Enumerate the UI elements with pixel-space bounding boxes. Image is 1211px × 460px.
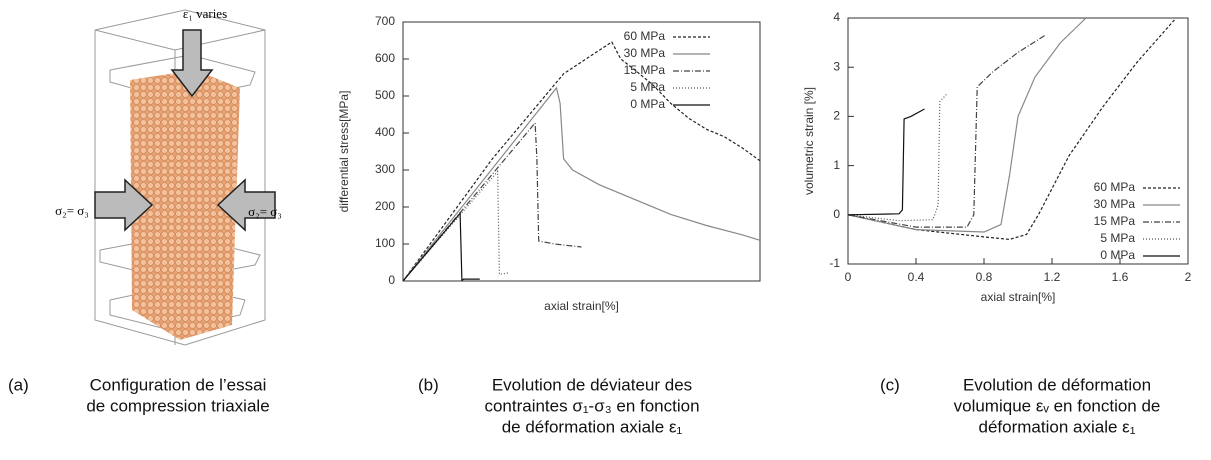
series-line <box>403 123 582 281</box>
legend-label: 30 MPa <box>1094 197 1136 211</box>
x-tick-label: 0.8 <box>976 270 993 284</box>
caption: Evolution de déviateur des <box>492 375 692 394</box>
x-axis-label: axial strain[%] <box>544 299 619 313</box>
caption: déformation axiale ε₁ <box>979 417 1136 436</box>
figure: ε₁ varies σ₂= σ₃ σ₂= σ₃ (a) Configuratio… <box>0 0 1211 455</box>
y-tick-label: 300 <box>375 162 395 176</box>
series-line <box>848 94 947 220</box>
caption-label: (c) <box>880 375 900 394</box>
caption: contraintes σ₁-σ₃ en fonction <box>484 396 699 415</box>
x-tick-label: 0 <box>845 270 852 284</box>
series-line <box>848 109 925 215</box>
legend-label: 60 MPa <box>1094 180 1136 194</box>
legend-label: 15 MPa <box>1094 214 1136 228</box>
y-tick-label: 700 <box>375 14 395 28</box>
caption: Evolution de déformation <box>963 375 1151 394</box>
x-tick-label: 1.2 <box>1044 270 1061 284</box>
y-tick-label: -1 <box>829 256 840 270</box>
legend-label: 60 MPa <box>624 29 666 43</box>
page: ε₁ varies σ₂= σ₃ σ₂= σ₃ (a) Configuratio… <box>0 0 1211 460</box>
y-tick-label: 4 <box>833 10 840 24</box>
label: ε₁ varies <box>183 6 227 21</box>
caption-label: (b) <box>418 375 439 394</box>
x-tick-label: 1.6 <box>1112 270 1129 284</box>
y-tick-label: 0 <box>833 207 840 221</box>
y-axis-label: volumetric strain [%] <box>802 87 816 195</box>
legend-label: 30 MPa <box>624 46 666 60</box>
caption: Configuration de l’essai <box>90 375 267 394</box>
y-tick-label: 2 <box>833 109 840 123</box>
plot-frame <box>403 22 760 281</box>
caption: de déformation axiale ε₁ <box>502 417 683 436</box>
series-line <box>403 42 760 281</box>
legend-label: 5 MPa <box>1100 231 1135 245</box>
y-tick-label: 0 <box>388 273 395 287</box>
x-tick-label: 0.4 <box>908 270 925 284</box>
caption: volumique εᵥ en fonction de <box>954 396 1161 415</box>
y-tick-label: 600 <box>375 51 395 65</box>
y-tick-label: 1 <box>833 158 840 172</box>
x-tick-label: 2 <box>1185 270 1192 284</box>
caption-label: (a) <box>8 375 29 394</box>
y-tick-label: 500 <box>375 88 395 102</box>
legend-label: 5 MPa <box>630 80 665 94</box>
y-tick-label: 200 <box>375 199 395 213</box>
series-line <box>848 18 1086 232</box>
legend-label: 0 MPa <box>1100 248 1135 262</box>
y-tick-label: 3 <box>833 59 840 73</box>
y-axis-label: differential stress[MPa] <box>337 91 351 213</box>
legend-label: 0 MPa <box>630 97 665 111</box>
label: σ₂= σ₃ <box>248 204 282 219</box>
caption: de compression triaxiale <box>86 396 269 415</box>
y-tick-label: 100 <box>375 236 395 250</box>
series-line <box>403 172 508 282</box>
plot-frame <box>848 18 1188 264</box>
legend-label: 15 MPa <box>624 63 666 77</box>
label: σ₂= σ₃ <box>55 203 89 218</box>
x-axis-label: axial strain[%] <box>981 290 1056 304</box>
y-tick-label: 400 <box>375 125 395 139</box>
series-line <box>403 88 760 281</box>
series-line <box>403 213 480 281</box>
